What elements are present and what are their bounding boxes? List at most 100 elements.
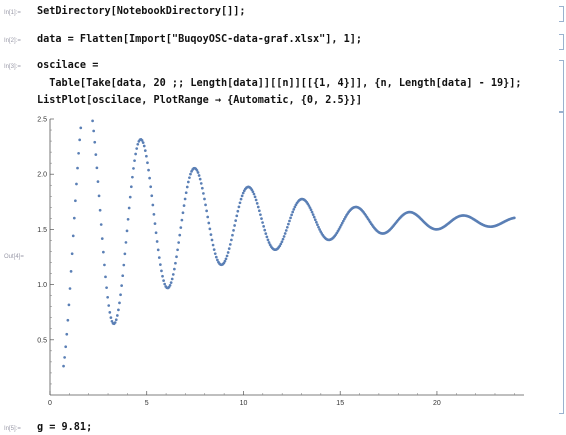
- data-point: [241, 191, 245, 195]
- data-point: [253, 195, 257, 199]
- data-point: [236, 209, 240, 213]
- data-point: [156, 248, 160, 252]
- data-point: [309, 208, 313, 212]
- y-tick-label: 2.5: [37, 117, 47, 124]
- data-point: [312, 215, 316, 219]
- data-point: [284, 229, 288, 232]
- data-point: [176, 248, 179, 252]
- data-point: [159, 263, 162, 266]
- data-point: [99, 223, 103, 226]
- data-point: [171, 273, 175, 276]
- data-point: [72, 216, 76, 220]
- plot-svg: 0 5 10 15 20 0.5 1.0 1.5 2.0 2.5: [37, 117, 524, 407]
- cell-code-line-2[interactable]: Table[Take[data, 20 ;; Length[data]][[n]…: [37, 78, 522, 89]
- data-point: [92, 129, 96, 133]
- data-point: [175, 255, 178, 259]
- data-point: [174, 261, 177, 265]
- cell-label: In[2]:=: [4, 38, 21, 44]
- data-point: [65, 332, 69, 336]
- data-point: [234, 219, 238, 222]
- data-point: [109, 316, 113, 319]
- data-point: [106, 295, 109, 299]
- data-point: [125, 229, 129, 233]
- cell-bracket[interactable]: [559, 34, 564, 50]
- data-point: [203, 197, 206, 201]
- cell-code[interactable]: g = 9.81;: [37, 422, 93, 433]
- data-point: [289, 216, 292, 220]
- data-point: [186, 180, 190, 184]
- data-point: [173, 267, 176, 271]
- data-point: [118, 301, 121, 305]
- data-point: [151, 203, 155, 207]
- data-point: [71, 234, 75, 238]
- data-point: [228, 243, 232, 246]
- data-point: [265, 235, 269, 239]
- x-tick-label: 15: [336, 400, 344, 407]
- data-point: [282, 235, 286, 238]
- x-tick-label: 0: [48, 400, 52, 407]
- data-point: [70, 252, 74, 256]
- data-point: [256, 205, 260, 209]
- data-point: [259, 213, 262, 217]
- data-point: [131, 175, 134, 179]
- data-point: [155, 240, 159, 243]
- data-point: [183, 197, 187, 201]
- data-point: [293, 205, 297, 209]
- data-point: [251, 190, 255, 194]
- data-point: [77, 151, 80, 155]
- data-point: [134, 152, 137, 156]
- data-point: [206, 215, 210, 219]
- data-point: [225, 254, 229, 258]
- data-point: [161, 274, 164, 278]
- list-plot[interactable]: 0 5 10 15 20 0.5 1.0 1.5 2.0 2.5: [34, 113, 534, 417]
- data-point: [189, 172, 192, 176]
- cell-bracket[interactable]: [559, 112, 564, 414]
- data-point: [316, 223, 319, 227]
- cell-bracket[interactable]: [559, 6, 564, 22]
- data-point: [232, 229, 235, 232]
- data-point: [154, 231, 158, 235]
- data-point: [196, 171, 200, 174]
- data-point: [96, 180, 100, 183]
- cell-bracket[interactable]: [559, 60, 564, 112]
- data-point: [279, 242, 283, 246]
- data-point: [315, 220, 318, 224]
- cell-code[interactable]: oscilace =: [37, 60, 99, 71]
- data-point: [76, 166, 79, 170]
- data-point: [281, 237, 285, 241]
- data-point: [211, 243, 215, 247]
- data-point: [261, 221, 264, 224]
- data-point: [199, 182, 203, 185]
- data-point: [237, 205, 241, 209]
- data-point: [230, 238, 233, 242]
- data-point: [133, 159, 136, 163]
- data-point: [204, 203, 207, 207]
- cell-code[interactable]: SetDirectory[NotebookDirectory[]];: [37, 6, 246, 17]
- y-tick-label: 2.0: [37, 172, 47, 179]
- data-point: [157, 256, 161, 259]
- data-point: [308, 206, 312, 209]
- data-point: [129, 185, 133, 189]
- y-tick-label: 1.5: [37, 227, 47, 234]
- data-point: [291, 210, 295, 214]
- data-point: [103, 263, 106, 267]
- data-point: [152, 212, 156, 216]
- data-point: [512, 216, 516, 220]
- data-point: [107, 304, 111, 307]
- cell-code-line-3[interactable]: ListPlot[oscilace, PlotRange → {Automati…: [37, 95, 363, 106]
- data-point: [267, 241, 271, 244]
- data-point: [260, 217, 263, 220]
- axes: 0 5 10 15 20 0.5 1.0 1.5 2.0 2.5: [37, 117, 524, 407]
- data-point: [231, 233, 234, 237]
- data-point: [179, 226, 183, 229]
- data-point: [100, 237, 104, 240]
- data-point: [317, 225, 320, 229]
- data-point: [168, 284, 172, 287]
- data-point: [64, 345, 68, 349]
- data-point: [258, 209, 261, 213]
- data-point: [224, 257, 228, 261]
- data-point: [146, 161, 149, 165]
- cell-code[interactable]: data = Flatten[Import["BuqoyOSC-data-gra…: [37, 34, 363, 45]
- data-point: [209, 233, 213, 236]
- data-point: [266, 238, 270, 242]
